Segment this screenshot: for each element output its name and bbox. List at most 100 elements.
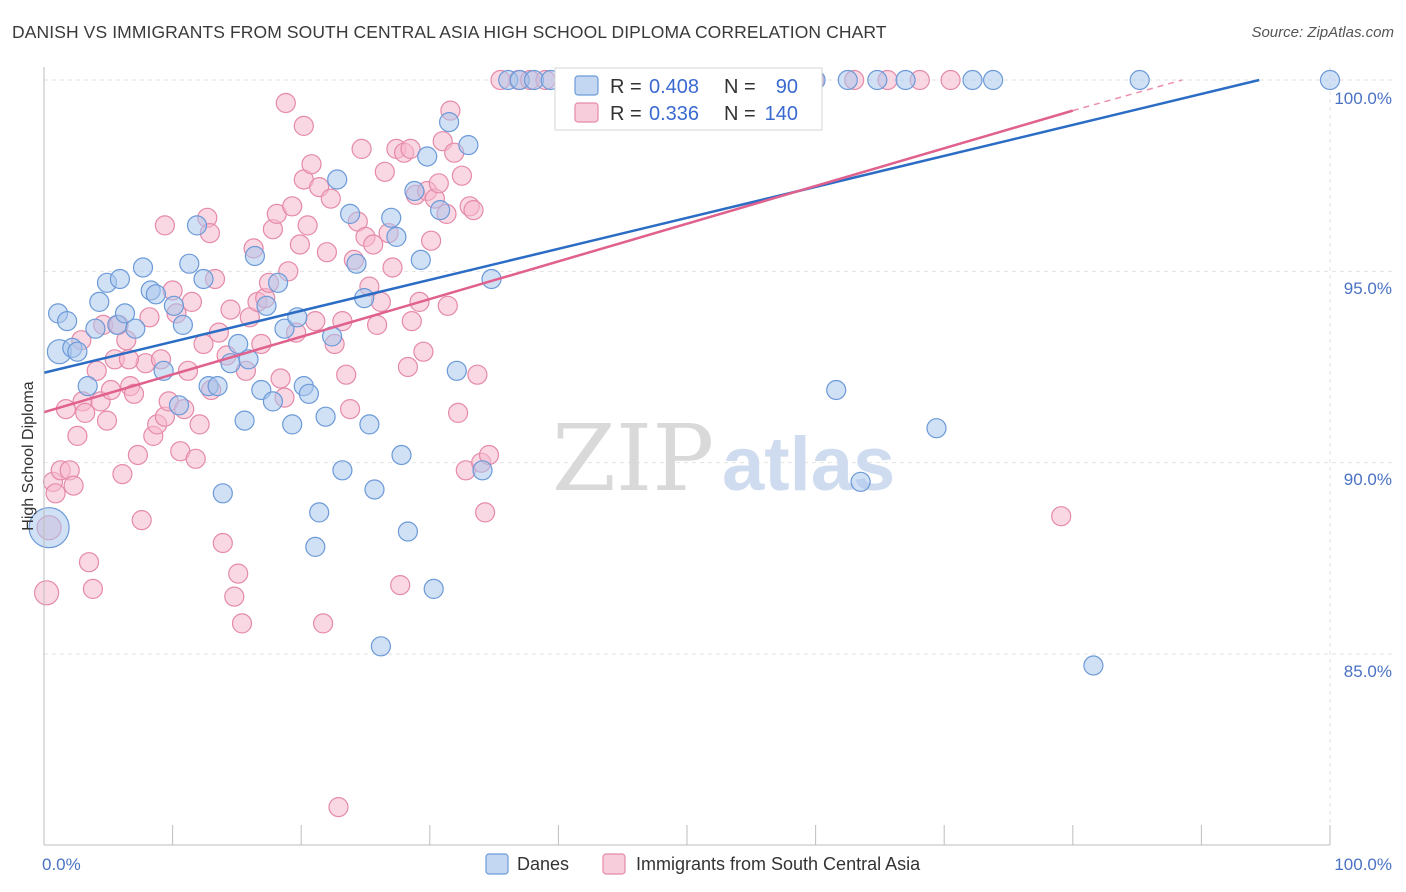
bottom-legend-swatch-immigrants <box>602 853 626 875</box>
point-danes <box>386 226 407 247</box>
point-danes <box>56 311 78 332</box>
point-immigrants <box>340 399 361 420</box>
point-danes <box>850 471 871 492</box>
point-immigrants <box>127 444 148 466</box>
point-danes <box>172 314 193 335</box>
point-immigrants <box>282 196 303 217</box>
point-danes <box>423 578 444 600</box>
point-immigrants <box>374 161 395 182</box>
watermark-atlas: atlas <box>722 422 895 507</box>
point-immigrants <box>185 448 206 469</box>
legend-r-label-danes: R = <box>610 76 642 98</box>
y-tick-label-90: 90.0% <box>1344 470 1392 489</box>
point-immigrants <box>351 138 372 159</box>
legend-swatch-danes <box>574 75 599 96</box>
point-danes <box>370 636 391 657</box>
point-danes <box>207 376 228 397</box>
point-immigrants <box>363 234 384 255</box>
point-immigrants <box>231 613 253 634</box>
point-danes <box>163 295 184 316</box>
point-danes <box>327 169 348 190</box>
legend-r-value-danes: 0.408 <box>649 76 699 98</box>
chart-source: Source: ZipAtlas.com <box>1251 24 1394 41</box>
point-danes <box>114 303 136 324</box>
point-danes <box>410 249 431 270</box>
point-danes <box>193 268 214 290</box>
point-immigrants <box>448 402 469 423</box>
trend-line-immigrants-extension <box>1072 79 1183 112</box>
point-immigrants <box>428 173 449 194</box>
point-danes <box>228 333 249 355</box>
legend-n-value-danes: 90 <box>776 76 798 98</box>
point-danes <box>364 479 385 500</box>
point-immigrants <box>401 311 422 332</box>
point-danes <box>446 360 467 381</box>
point-danes <box>439 111 460 133</box>
point-danes <box>397 521 418 542</box>
point-danes <box>274 318 295 339</box>
point-immigrants <box>475 502 496 523</box>
point-danes <box>109 268 131 290</box>
point-immigrants <box>78 552 100 573</box>
point-danes <box>168 395 190 416</box>
legend-swatch-immigrants <box>574 102 599 123</box>
y-axis-title: High School Diploma <box>20 381 37 531</box>
point-immigrants <box>131 509 152 531</box>
series-danes-points <box>28 69 1341 676</box>
point-danes <box>837 69 858 91</box>
point-danes <box>962 69 983 91</box>
point-danes <box>244 245 265 267</box>
point-danes <box>132 257 154 278</box>
point-danes <box>145 284 166 305</box>
legend-r-value-immigrants: 0.336 <box>649 103 699 125</box>
point-immigrants <box>370 291 391 312</box>
point-danes <box>67 341 88 362</box>
point-danes <box>77 376 98 397</box>
point-immigrants <box>275 92 296 114</box>
point-danes <box>404 180 425 202</box>
point-immigrants <box>301 154 322 175</box>
point-immigrants <box>1051 506 1072 527</box>
point-immigrants <box>123 383 145 404</box>
point-immigrants <box>940 69 961 91</box>
point-immigrants <box>390 574 411 596</box>
point-danes <box>359 414 380 435</box>
point-danes <box>89 291 110 312</box>
point-immigrants <box>33 580 60 606</box>
point-danes <box>186 215 208 236</box>
point-danes <box>28 507 70 549</box>
legend-r-label-immigrants: R = <box>610 103 642 125</box>
point-immigrants <box>413 341 434 362</box>
point-immigrants <box>367 314 388 335</box>
point-immigrants <box>421 230 442 251</box>
point-immigrants <box>224 586 245 607</box>
point-immigrants <box>55 399 77 420</box>
point-immigrants <box>397 356 418 378</box>
point-immigrants <box>293 115 314 137</box>
point-danes <box>391 444 412 466</box>
point-immigrants <box>313 613 334 634</box>
point-danes <box>1319 69 1341 91</box>
point-danes <box>309 502 330 523</box>
point-danes <box>85 318 106 339</box>
point-immigrants <box>67 425 88 446</box>
point-danes <box>826 379 847 401</box>
bottom-legend-swatch-danes <box>485 853 509 875</box>
legend-n-label-immigrants: N = <box>724 103 756 125</box>
point-immigrants <box>270 368 291 389</box>
point-immigrants <box>316 242 337 263</box>
point-immigrants <box>96 410 118 431</box>
point-immigrants <box>297 215 318 236</box>
watermark: ZIP atlas <box>552 405 895 512</box>
point-danes <box>125 318 146 339</box>
y-tick-label-95: 95.0% <box>1344 279 1392 298</box>
point-immigrants <box>336 364 357 385</box>
x-tick-label-0: 0.0% <box>42 855 81 874</box>
point-danes <box>982 69 1004 91</box>
point-immigrants <box>320 188 341 209</box>
point-danes <box>212 483 233 504</box>
point-danes <box>926 418 947 439</box>
point-immigrants <box>400 138 421 159</box>
point-danes <box>256 295 277 316</box>
